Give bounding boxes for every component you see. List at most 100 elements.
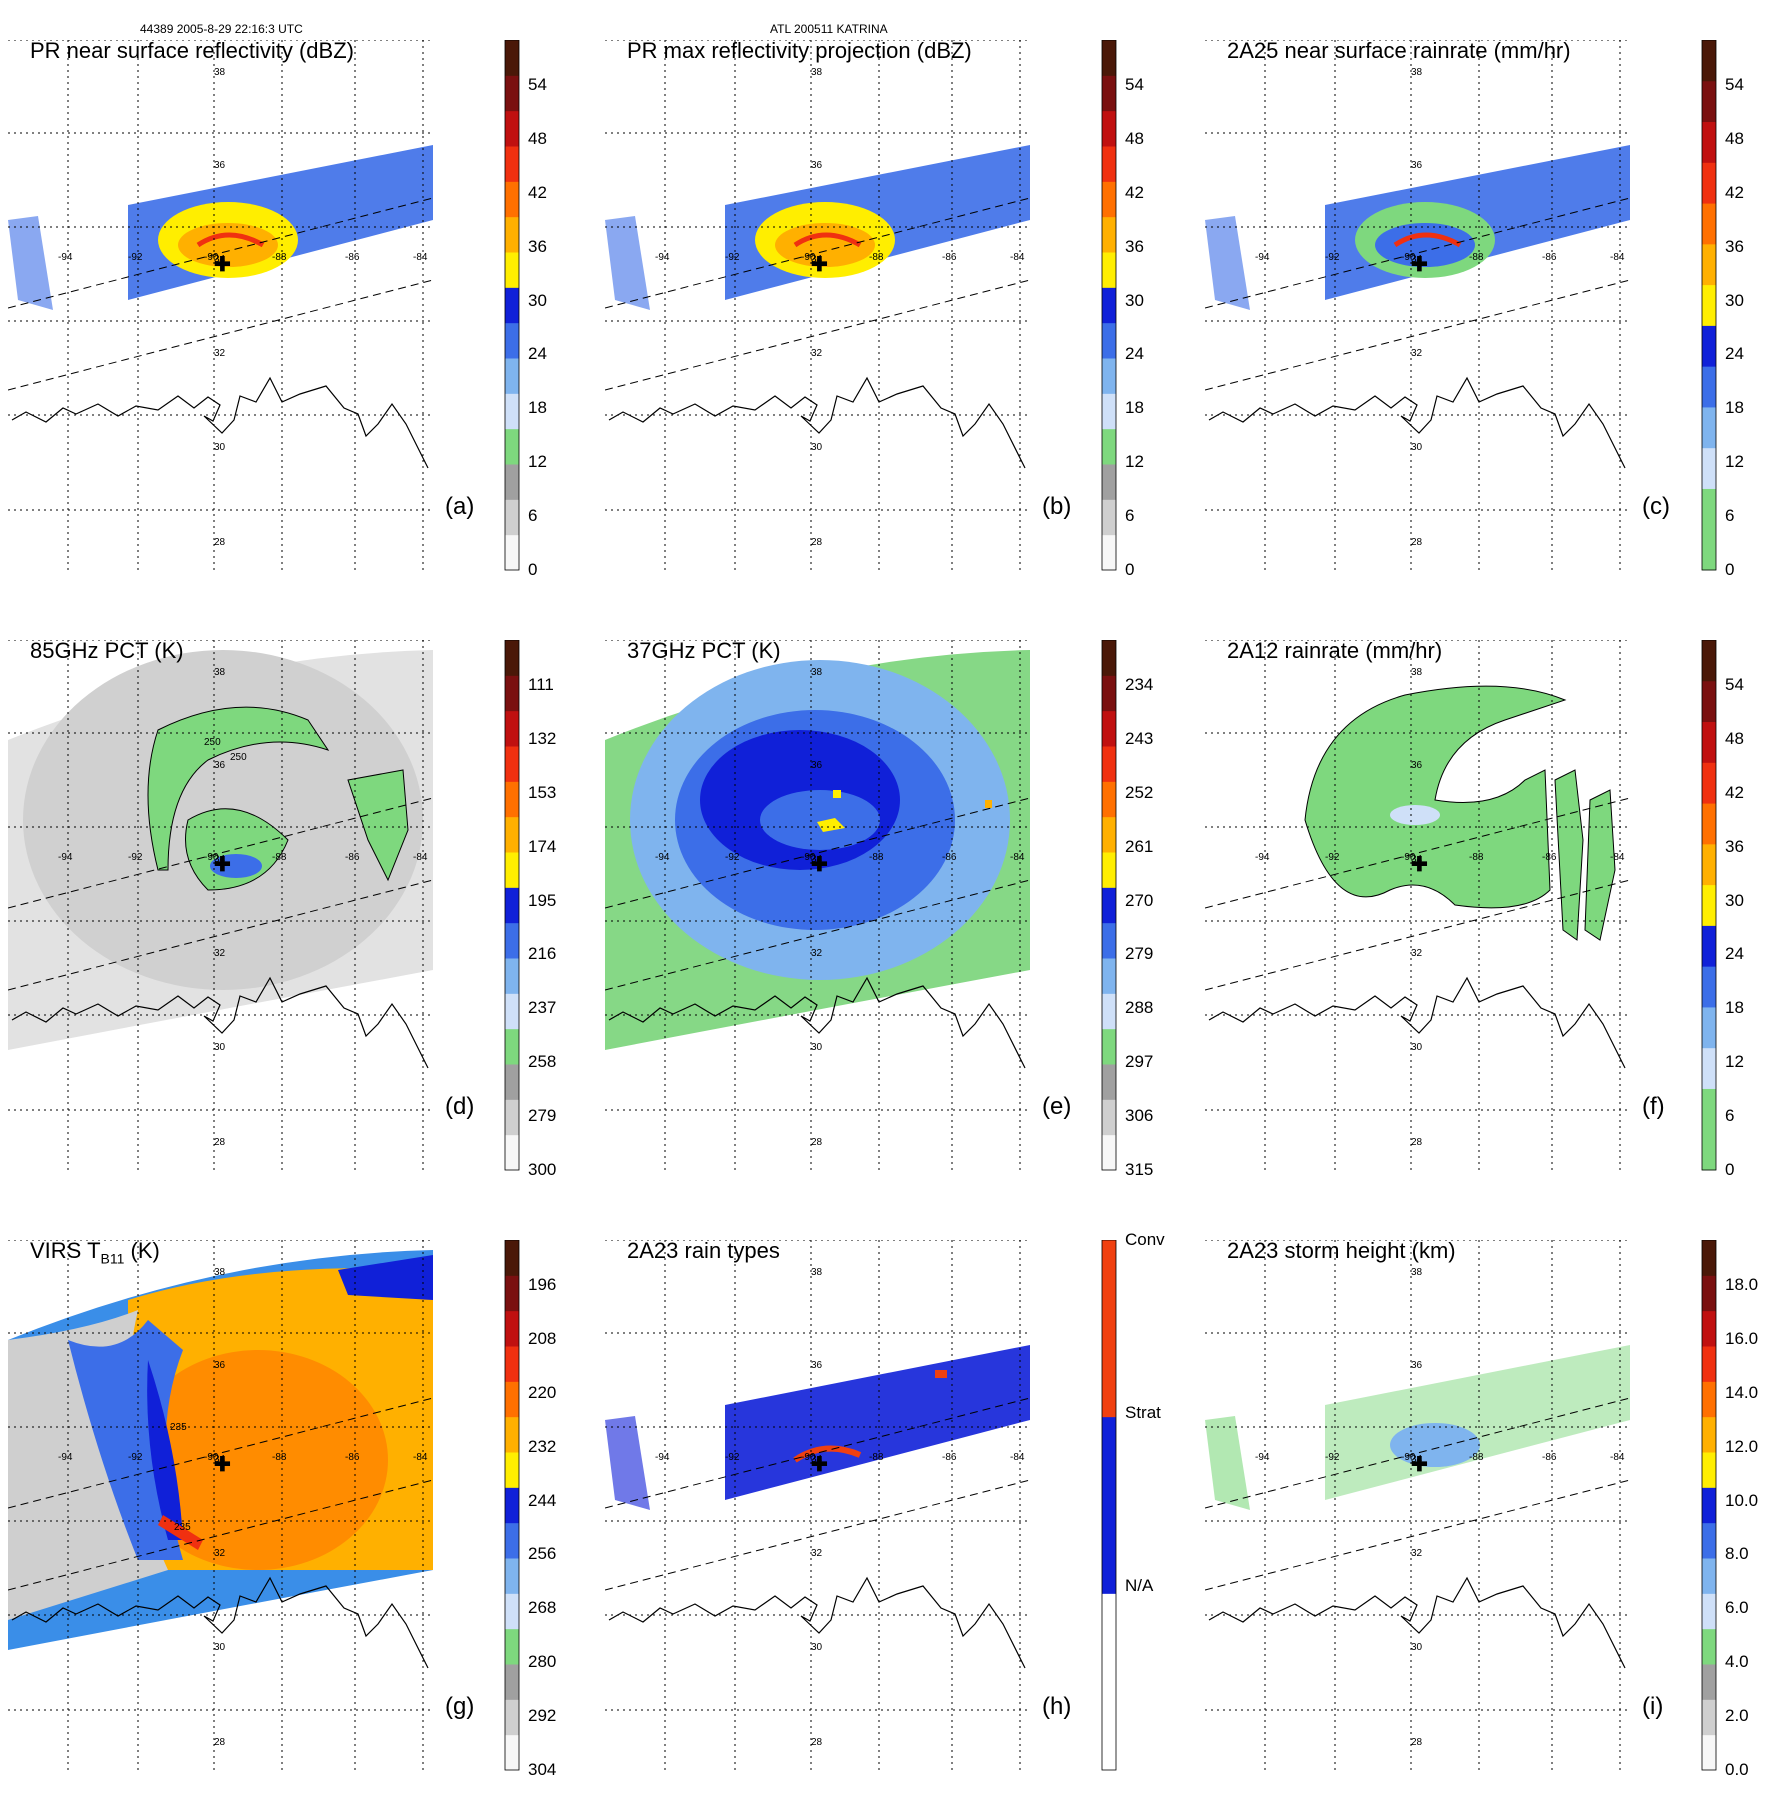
colorbar-tick: 279 (1125, 944, 1154, 964)
storm-id: ATL 200511 KATRINA (770, 22, 888, 36)
coastline (608, 376, 1026, 469)
colorbar-segment (1102, 1593, 1116, 1771)
colorbar (1101, 640, 1117, 1171)
lat-label: 30 (811, 1042, 823, 1053)
panel-a: 38 36 34 32 30 28 -94 -92 -90 -88 -86 -84 ✚ PR near s… (8, 38, 593, 610)
swath-edge (8, 797, 433, 909)
colorbar-segment (1102, 499, 1116, 536)
colorbar-tick: 18 (1125, 398, 1144, 418)
colorbar-segment (505, 1134, 519, 1171)
lat-label: 34 (1411, 1454, 1423, 1465)
colorbar-segment (1102, 640, 1116, 676)
colorbar-tick: 24 (1725, 944, 1744, 964)
panel-title-text: 2A23 storm height (km) (1227, 1238, 1456, 1263)
colorbar-segment (505, 640, 519, 676)
coastline (11, 976, 429, 1069)
panel-title: PR near surface reflectivity (dBZ) (30, 38, 354, 64)
colorbar-tick: 42 (1725, 782, 1744, 802)
panel-title-text: PR max reflectivity projection (dBZ) (627, 38, 972, 63)
lon-label: -92 (128, 252, 143, 263)
lat-label: 28 (811, 537, 823, 548)
colorbar-ticks: 111 132 153 174 195 216 237 258 279 300 (528, 640, 588, 1179)
lat-label: 38 (214, 667, 226, 678)
coastline (608, 976, 1026, 1069)
colorbar-segment (1102, 816, 1116, 853)
storm-center-marker: ✚ (214, 254, 231, 276)
colorbar-segment (505, 1275, 519, 1312)
panel-title-text: 2A23 rain types (627, 1238, 780, 1263)
colorbar-segment (1702, 762, 1716, 804)
lat-label: 34 (811, 1454, 823, 1465)
colorbar-segment (1102, 1416, 1116, 1594)
swath-edge (605, 1397, 1030, 1509)
panel-title-subscript: B11 (100, 1250, 125, 1267)
colorbar-tick: 153 (528, 782, 557, 802)
colorbar-segment (505, 216, 519, 253)
lat-label: 38 (1411, 67, 1423, 78)
lon-label: -92 (725, 852, 740, 863)
colorbar-segment (1702, 1593, 1716, 1630)
lon-label: -94 (58, 852, 73, 863)
colorbar-segment (505, 675, 519, 712)
lon-label: -88 (272, 852, 287, 863)
colorbar-segment (1702, 162, 1716, 204)
colorbar-segment (1702, 1664, 1716, 1700)
lon-label: -86 (1542, 1452, 1557, 1463)
lat-label: 34 (214, 254, 226, 265)
lon-label: -94 (58, 252, 73, 263)
colorbar-tick: 30 (528, 290, 547, 310)
colorbar-segment (1702, 966, 1716, 1008)
colorbar-ticks: 54 48 42 36 30 24 18 12 6 0 (1125, 40, 1185, 579)
colorbar-tick: 36 (1725, 236, 1744, 256)
colorbar (1101, 1240, 1117, 1771)
panel-h: 38 36 34 32 30 28 -94 -92 -90 -88 -86 -84 ✚ 2A23 rain… (605, 1230, 1190, 1810)
panel-letter: (e) (1042, 1093, 1072, 1120)
lat-label: 38 (214, 67, 226, 78)
lat-label: 34 (214, 1454, 226, 1465)
colorbar-segment (1102, 781, 1116, 818)
colorbar-tick: 256 (528, 1544, 557, 1564)
panel-title-text: 85GHz PCT (K) (30, 638, 184, 663)
panel-title-text: VIRS T (30, 1238, 101, 1263)
colorbar-segment (505, 1346, 519, 1382)
colorbar-tick: 42 (528, 182, 547, 202)
colorbar-tick: 243 (1125, 728, 1154, 748)
colorbar-tick: 252 (1125, 782, 1154, 802)
colorbar-segment (1102, 287, 1116, 324)
lon-label: -88 (869, 1452, 884, 1463)
colorbar-tick: 6 (1125, 506, 1135, 526)
colorbar-tick: 8.0 (1725, 1544, 1749, 1564)
colorbar-tick: 12.0 (1725, 1436, 1759, 1456)
swath-edge (1205, 279, 1630, 391)
lon-label: -84 (413, 852, 428, 863)
lat-label: 28 (1411, 1137, 1423, 1148)
lon-label: -90 (801, 252, 816, 263)
colorbar-segment (1102, 1240, 1116, 1418)
swath-edge (605, 879, 1030, 991)
colorbar-segment (505, 1699, 519, 1736)
lat-label: 28 (811, 1737, 823, 1748)
colorbar-segment (1702, 1628, 1716, 1665)
colorbar-segment (505, 1310, 519, 1347)
colorbar-tick: 208 (528, 1328, 557, 1348)
panel-title-text: 2A25 near surface rainrate (mm/hr) (1227, 38, 1571, 63)
lon-label: -84 (1010, 1452, 1025, 1463)
colorbar-segment (505, 1664, 519, 1700)
lon-label: -92 (1325, 852, 1340, 863)
colorbar-segment (1102, 1099, 1116, 1136)
panel-letter: (c) (1642, 493, 1670, 520)
rain-region (1304, 685, 1567, 909)
colorbar-segment (1702, 80, 1716, 123)
colorbar-tick: N/A (1125, 1576, 1154, 1595)
map-h: 38 36 34 32 30 28 -94 -92 -90 -88 -86 -84 ✚ (605, 1240, 1117, 1771)
colorbar-segment (1102, 1028, 1116, 1065)
lat-label: 38 (214, 1267, 226, 1278)
lat-label: 32 (1411, 1548, 1423, 1559)
colorbar (1701, 640, 1717, 1171)
colorbar-segment (1702, 447, 1716, 489)
lat-label: 36 (1411, 160, 1423, 171)
lon-label: -86 (345, 852, 360, 863)
storm-center-marker: ✚ (811, 854, 828, 876)
colorbar-segment (505, 499, 519, 536)
colorbar-tick: 0 (1725, 1160, 1735, 1179)
